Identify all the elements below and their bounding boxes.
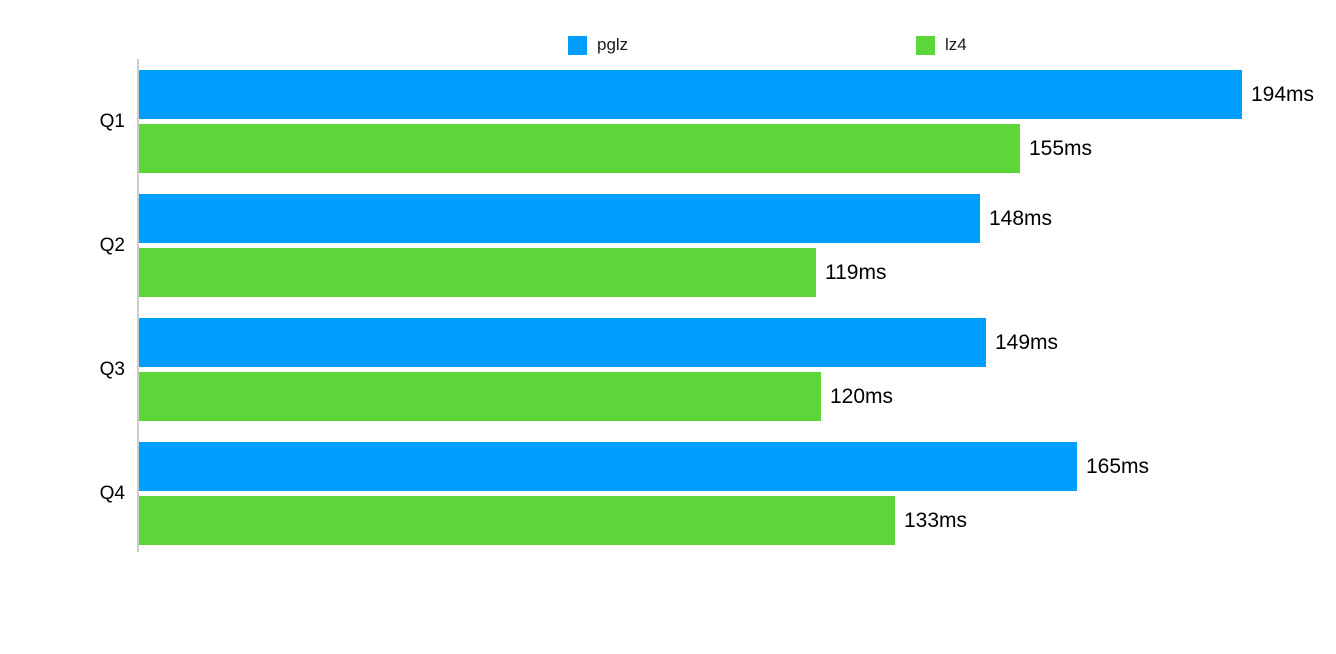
bar-row: 119ms bbox=[139, 248, 1052, 297]
bar-pglz bbox=[139, 442, 1077, 491]
y-axis-line bbox=[137, 59, 139, 552]
value-label: 194ms bbox=[1251, 82, 1315, 106]
bar-group-q3: Q3 149ms 120ms bbox=[0, 318, 1336, 421]
value-label: 133ms bbox=[904, 508, 968, 532]
bar-lz4 bbox=[139, 248, 816, 297]
bar-row: 148ms bbox=[139, 194, 1052, 243]
bar-row: 120ms bbox=[139, 372, 1058, 421]
bar-pglz bbox=[139, 318, 986, 367]
category-label: Q4 bbox=[99, 482, 125, 504]
value-label: 120ms bbox=[830, 384, 894, 408]
bar-lz4 bbox=[139, 372, 821, 421]
value-label: 165ms bbox=[1086, 454, 1150, 478]
bar-groups: Q1 194ms 155ms Q2 148ms 119ms Q3 149ms 120ms Q4 16… bbox=[0, 70, 1336, 566]
legend-label-lz4: lz4 bbox=[945, 35, 967, 54]
legend-swatch-pglz bbox=[568, 35, 587, 55]
bar-row: 194ms bbox=[139, 70, 1314, 119]
legend-swatch-lz4 bbox=[916, 35, 935, 55]
bar-row: 133ms bbox=[139, 496, 1149, 545]
category-label: Q3 bbox=[99, 358, 125, 380]
bar-lz4 bbox=[139, 496, 895, 545]
value-label: 149ms bbox=[995, 330, 1059, 354]
bar-group-q4: Q4 165ms 133ms bbox=[0, 442, 1336, 545]
bar-row: 155ms bbox=[139, 124, 1314, 173]
bar-group-q1: Q1 194ms 155ms bbox=[0, 70, 1336, 173]
legend-label-pglz: pglz bbox=[597, 35, 629, 54]
bar-row: 149ms bbox=[139, 318, 1058, 367]
category-label: Q1 bbox=[99, 110, 125, 132]
bar-row: 165ms bbox=[139, 442, 1149, 491]
bar-pglz bbox=[139, 70, 1242, 119]
value-label: 148ms bbox=[989, 206, 1053, 230]
value-label: 155ms bbox=[1029, 136, 1093, 160]
legend-item-pglz: pglz bbox=[568, 35, 628, 55]
bar-group-q2: Q2 148ms 119ms bbox=[0, 194, 1336, 297]
value-label: 119ms bbox=[825, 260, 887, 284]
legend-item-lz4: lz4 bbox=[916, 35, 967, 55]
bar-pglz bbox=[139, 194, 980, 243]
category-label: Q2 bbox=[99, 234, 125, 256]
bar-lz4 bbox=[139, 124, 1020, 173]
